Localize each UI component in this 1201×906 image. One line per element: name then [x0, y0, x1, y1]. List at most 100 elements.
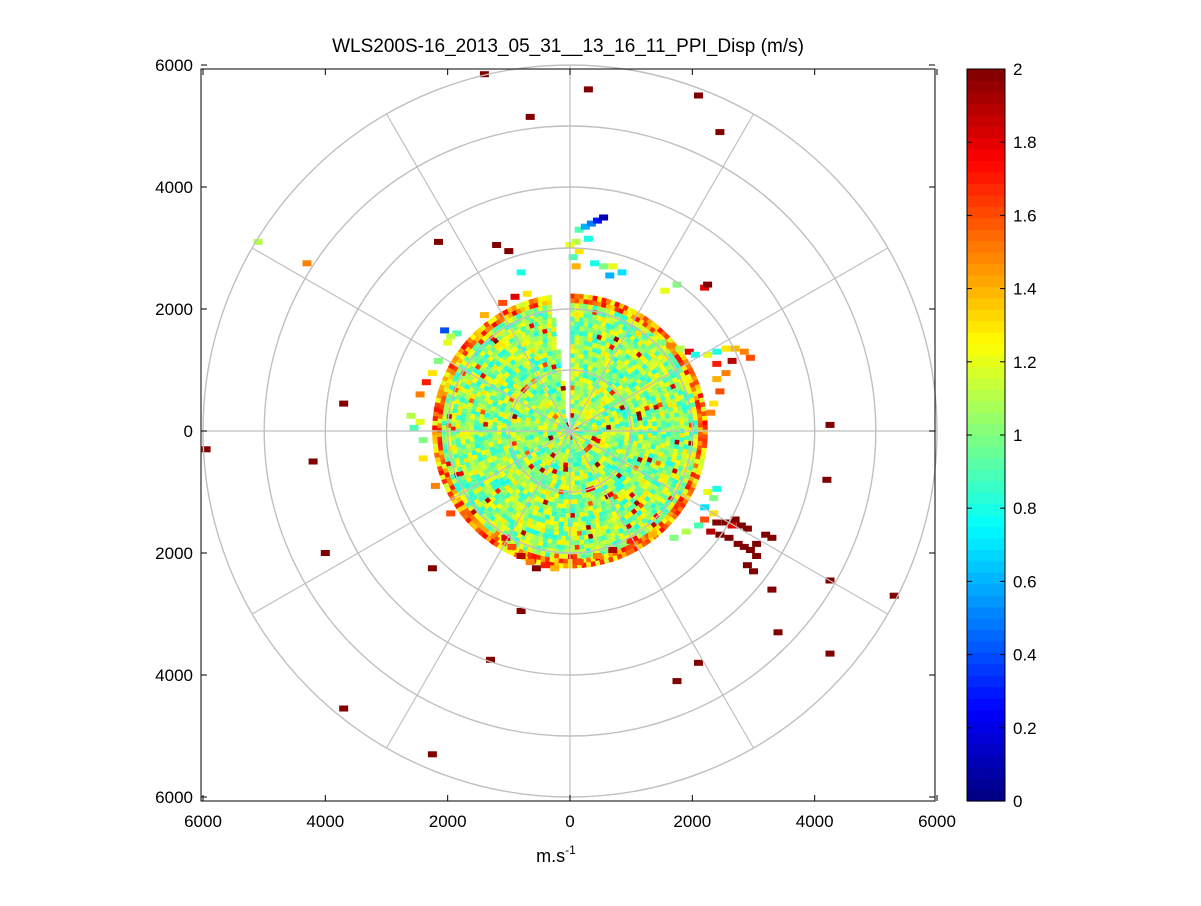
- colorbar-swatch: [967, 778, 1005, 791]
- colorbar-swatch: [967, 389, 1005, 402]
- polar-grid: [202, 64, 938, 798]
- field-cell: [574, 540, 580, 546]
- field-cell: [491, 426, 497, 432]
- field-cell: [702, 438, 708, 445]
- data-point: [599, 214, 609, 221]
- field-cell: [569, 362, 575, 368]
- field-cell: [665, 417, 671, 424]
- colorbar-tick-label: 1: [1013, 426, 1022, 445]
- field-cell: [569, 512, 575, 519]
- data-point: [730, 516, 740, 523]
- field-cell: [459, 435, 466, 441]
- data-point: [201, 446, 211, 453]
- field-cell: [560, 540, 566, 546]
- field-cell: [670, 420, 676, 426]
- field-cell: [652, 430, 658, 436]
- field-cell: [569, 311, 575, 317]
- field-cell: [560, 544, 566, 551]
- data-point: [648, 336, 658, 343]
- field-cell: [610, 430, 617, 437]
- field-cell: [642, 435, 649, 441]
- field-cell: [460, 439, 466, 446]
- colorbar-swatch: [967, 297, 1005, 310]
- y-tick-label: 4000: [155, 178, 193, 197]
- data-point: [712, 348, 722, 355]
- field-cell: [698, 431, 704, 438]
- field-cell: [558, 526, 564, 532]
- field-cell: [436, 431, 442, 438]
- field-cell: [578, 507, 585, 514]
- data-point: [253, 238, 263, 245]
- colorbar-tick-label: 0.2: [1013, 719, 1037, 738]
- field-cell: [546, 294, 553, 301]
- field-cell: [683, 439, 690, 446]
- data-point: [446, 333, 456, 340]
- field-cell: [437, 413, 443, 419]
- colorbar-swatch: [967, 171, 1005, 184]
- field-cell: [464, 438, 471, 445]
- data-point: [550, 565, 560, 572]
- data-point: [752, 553, 762, 559]
- data-point: [605, 272, 615, 279]
- field-cell: [555, 348, 562, 355]
- field-cell: [652, 426, 658, 432]
- field-cell: [569, 325, 575, 331]
- data-point: [586, 220, 596, 227]
- data-point: [706, 528, 716, 535]
- field-cell: [569, 480, 576, 487]
- field-cell: [569, 293, 575, 299]
- data-point: [669, 534, 679, 541]
- colorbar-swatch: [967, 732, 1005, 745]
- colorbar-swatch: [967, 766, 1005, 779]
- field-cell: [701, 443, 708, 449]
- field-cell: [679, 419, 685, 425]
- x-axis-label: m.s-1: [536, 843, 576, 866]
- data-point: [434, 357, 443, 364]
- colorbar-swatch: [967, 194, 1005, 207]
- colorbar-tick-label: 1.6: [1013, 206, 1037, 225]
- colorbar-tick-label: 1.2: [1013, 353, 1037, 372]
- field-cell: [569, 330, 575, 336]
- field-cell: [514, 430, 520, 437]
- colorbar-swatch: [967, 206, 1005, 219]
- field-cell: [656, 422, 662, 428]
- colorbar-swatch: [967, 789, 1005, 802]
- field-cell: [450, 439, 457, 446]
- field-cell: [576, 516, 582, 523]
- field-cell: [590, 561, 596, 567]
- field-cell: [574, 325, 580, 331]
- azimuth-spoke: [569, 430, 889, 615]
- field-cell: [473, 438, 480, 445]
- data-point: [571, 238, 581, 245]
- field-cell: [669, 415, 676, 422]
- field-cell: [569, 307, 575, 313]
- field-cell: [693, 424, 699, 431]
- radar-points: [201, 71, 899, 758]
- data-point: [406, 412, 416, 419]
- field-cell: [450, 426, 456, 432]
- colorbar-swatch: [967, 332, 1005, 345]
- field-cell: [562, 558, 568, 564]
- field-cell: [460, 416, 466, 423]
- field-cell: [487, 437, 494, 443]
- field-cell: [633, 422, 639, 428]
- field-cell: [670, 434, 676, 440]
- field-cell: [574, 475, 580, 482]
- field-cell: [432, 424, 438, 431]
- field-cell: [478, 431, 484, 438]
- field-cell: [432, 415, 439, 422]
- field-cell: [637, 420, 644, 426]
- colorbar-swatch: [967, 606, 1005, 619]
- field-cell: [478, 440, 485, 447]
- field-cell: [674, 435, 681, 441]
- field-cell: [574, 348, 580, 354]
- colorbar-swatch: [967, 640, 1005, 653]
- field-cell: [569, 535, 575, 542]
- colorbar-swatch: [967, 537, 1005, 550]
- data-point: [593, 217, 602, 224]
- data-point: [742, 525, 752, 532]
- data-point: [617, 269, 627, 276]
- field-cell: [551, 430, 557, 436]
- data-point: [486, 656, 495, 663]
